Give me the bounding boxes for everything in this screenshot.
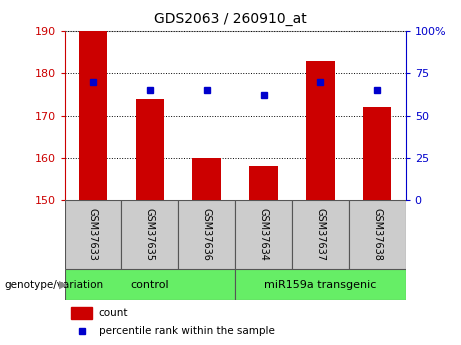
Bar xyxy=(235,269,406,300)
Text: GDS2063 / 260910_at: GDS2063 / 260910_at xyxy=(154,12,307,26)
Bar xyxy=(349,200,406,269)
Bar xyxy=(65,269,235,300)
Bar xyxy=(292,200,349,269)
Text: genotype/variation: genotype/variation xyxy=(5,280,104,289)
Bar xyxy=(178,200,235,269)
Bar xyxy=(136,99,164,200)
Text: GSM37637: GSM37637 xyxy=(315,208,325,261)
Text: GSM37638: GSM37638 xyxy=(372,208,382,261)
Bar xyxy=(71,307,92,319)
Text: GSM37635: GSM37635 xyxy=(145,208,155,261)
Bar xyxy=(306,61,335,200)
Bar xyxy=(363,107,391,200)
Text: GSM37633: GSM37633 xyxy=(88,208,98,261)
Bar xyxy=(235,200,292,269)
Bar xyxy=(79,31,107,200)
Text: GSM37634: GSM37634 xyxy=(259,208,269,261)
Bar xyxy=(65,200,121,269)
Bar xyxy=(249,166,278,200)
Bar xyxy=(193,158,221,200)
Text: count: count xyxy=(99,308,128,318)
Text: GSM37636: GSM37636 xyxy=(201,208,212,261)
Text: control: control xyxy=(130,280,169,289)
Text: percentile rank within the sample: percentile rank within the sample xyxy=(99,326,275,336)
Bar xyxy=(121,200,178,269)
Text: ▶: ▶ xyxy=(59,280,68,289)
Text: miR159a transgenic: miR159a transgenic xyxy=(264,280,377,289)
